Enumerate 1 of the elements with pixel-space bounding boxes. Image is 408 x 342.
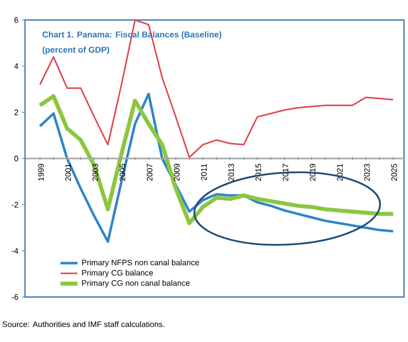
- text: (percent of GDP): [42, 46, 110, 54]
